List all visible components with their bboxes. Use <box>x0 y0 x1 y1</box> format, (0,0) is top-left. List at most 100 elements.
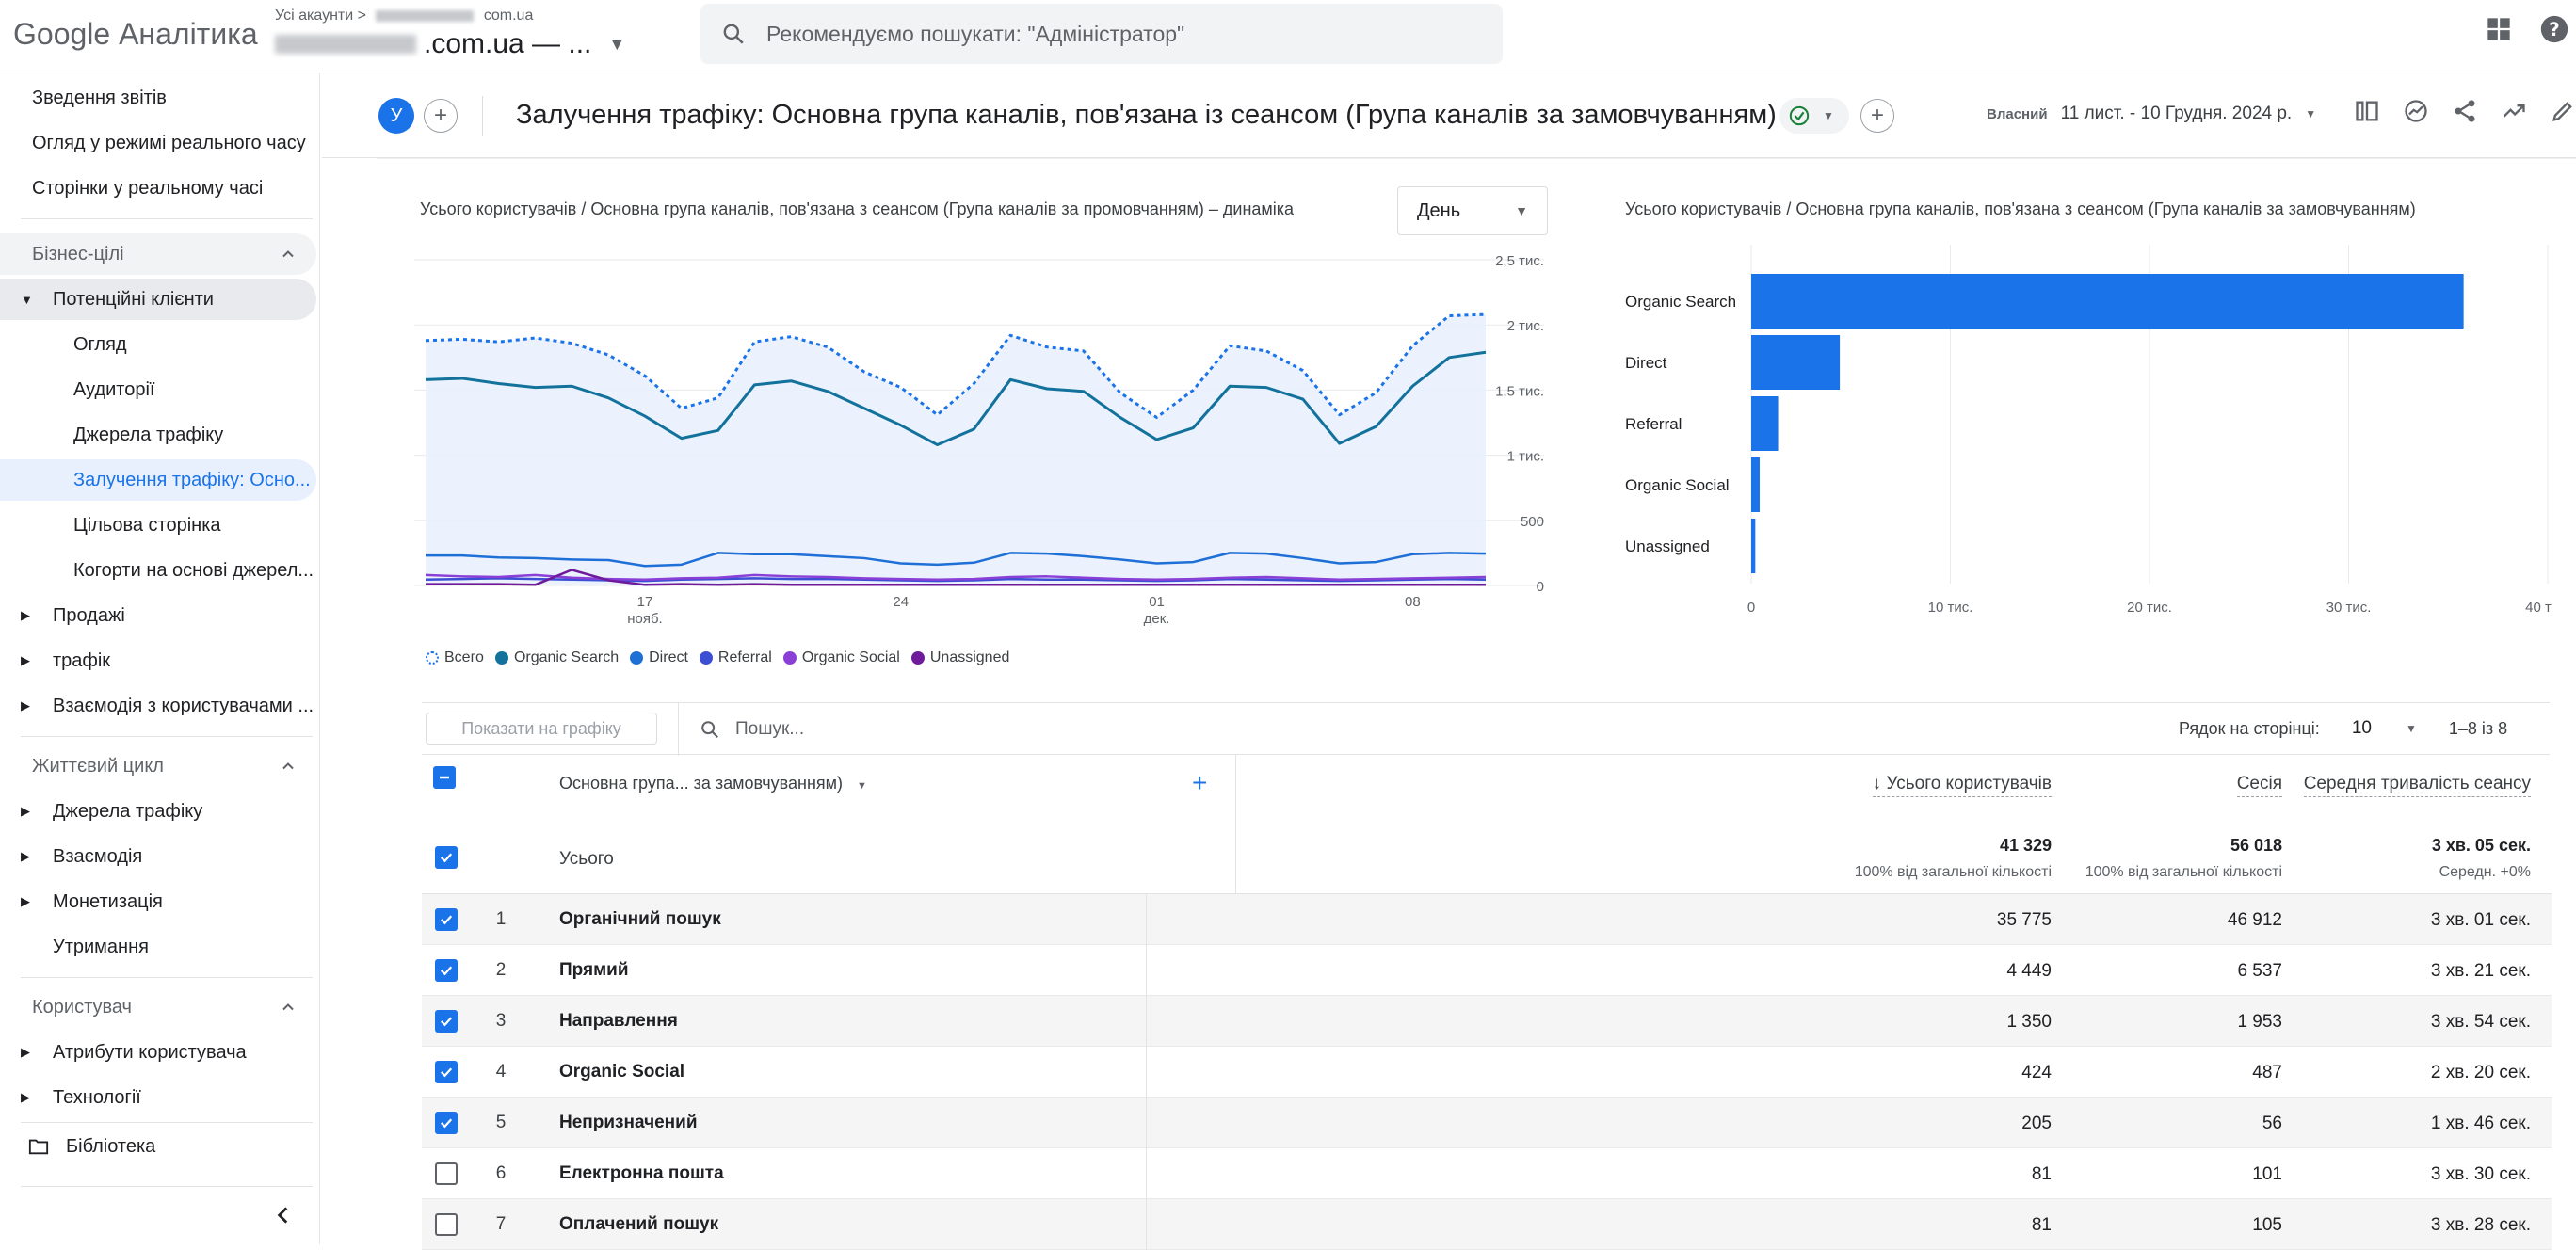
sidebar-item-leads[interactable]: ▼ Потенційні клієнти <box>0 279 316 320</box>
bar-chart-title: Усього користувачів / Основна група кана… <box>1625 200 2416 218</box>
status-chip[interactable]: ▼ <box>1779 98 1849 134</box>
show-on-chart-button[interactable]: Показати на графіку <box>426 713 657 745</box>
table-row[interactable]: 5 Непризначений 205 56 1 хв. 46 сек. <box>422 1098 2552 1148</box>
sidebar-item-library[interactable]: Бібліотека <box>0 1126 316 1167</box>
legend-item-direct[interactable]: Direct <box>630 649 688 666</box>
sidebar-item-cohorts[interactable]: Когорти на основі джерел... <box>73 559 314 581</box>
sidebar-item-landing-page[interactable]: Цільова сторінка <box>73 514 221 536</box>
chevron-up-icon[interactable] <box>279 998 298 1017</box>
legend-item-referral[interactable]: Referral <box>699 649 772 666</box>
sidebar-item-acquisition[interactable]: ▶ Джерела трафіку <box>0 791 316 832</box>
column-header-sessions[interactable]: Сесія <box>2236 774 2282 797</box>
sidebar-item-realtime-pages[interactable]: Сторінки у реальному часі <box>32 177 264 199</box>
section-business-goals[interactable]: Бізнес-цілі <box>0 233 316 275</box>
legend-item-organic-search[interactable]: Organic Search <box>494 649 620 666</box>
edit-pencil-icon[interactable] <box>2550 98 2576 124</box>
row-index: 2 <box>495 960 507 980</box>
chevron-up-icon[interactable] <box>279 757 298 776</box>
caret-right-icon[interactable]: ▶ <box>21 653 30 667</box>
legend-item-organic-social[interactable]: Organic Social <box>782 649 900 666</box>
account-picker[interactable]: Усі акаунти > com.ua .com.ua — ... ▼ <box>275 8 670 66</box>
sidebar-item-tech[interactable]: ▶ Технології <box>0 1077 316 1118</box>
sidebar-item-monetization[interactable]: ▶ Монетизація <box>0 881 316 922</box>
row-checkbox[interactable] <box>435 1213 458 1236</box>
add-dimension-button[interactable]: + <box>1192 768 1208 797</box>
caret-right-icon[interactable]: ▶ <box>21 804 30 818</box>
legend-item-total[interactable]: Всего <box>426 649 484 666</box>
table-row[interactable]: 4 Organic Social 424 487 2 хв. 20 сек. <box>422 1047 2552 1098</box>
column-header-avg-duration[interactable]: Середня тривалість сеансу <box>2303 774 2531 797</box>
bar <box>1751 396 1779 451</box>
breadcrumb-root[interactable]: Усі акаунти <box>275 8 354 24</box>
svg-text:?: ? <box>2549 19 2560 40</box>
row-checkbox[interactable] <box>435 1061 458 1083</box>
sidebar-item-retention[interactable]: Утримання <box>53 936 149 957</box>
divider <box>21 1186 313 1187</box>
total-area <box>426 314 1486 585</box>
section-user[interactable]: Користувач <box>0 986 316 1028</box>
chevron-up-icon[interactable] <box>279 245 298 264</box>
row-checkbox[interactable] <box>435 1162 458 1185</box>
sidebar-item-audiences[interactable]: Аудиторії <box>73 378 155 400</box>
table-row[interactable]: 2 Прямий 4 449 6 537 3 хв. 21 сек. <box>422 945 2552 996</box>
caret-down-icon[interactable]: ▼ <box>21 292 33 307</box>
sidebar-item-engagement[interactable]: ▶ Взаємодія <box>0 836 316 877</box>
totals-checkbox[interactable] <box>435 846 458 869</box>
table-search-input[interactable] <box>735 719 1300 740</box>
add-button[interactable]: + <box>1860 99 1894 133</box>
help-icon[interactable]: ? <box>2538 13 2570 45</box>
caret-right-icon[interactable]: ▶ <box>21 849 30 863</box>
sidebar-item-traffic-acquisition[interactable]: Залучення трафіку: Осно... <box>0 459 316 501</box>
sidebar-item-user-attributes[interactable]: ▶ Атрибути користувача <box>0 1032 316 1073</box>
property-selector[interactable]: .com.ua — ... ▼ <box>275 28 670 60</box>
trending-icon[interactable] <box>2501 98 2527 124</box>
sidebar-item-overview[interactable]: Огляд <box>73 333 127 355</box>
sidebar-item-user-engagement[interactable]: ▶ Взаємодія з користувачами ... <box>0 685 316 727</box>
comparison-avatar[interactable]: У <box>378 98 414 134</box>
caret-right-icon[interactable]: ▶ <box>21 608 30 622</box>
column-header-total-users[interactable]: ↓ Усього користувачів <box>1872 774 2052 797</box>
table-row[interactable]: 3 Направлення 1 350 1 953 3 хв. 54 сек. <box>422 996 2552 1047</box>
caret-right-icon[interactable]: ▶ <box>21 1045 30 1059</box>
granularity-dropdown[interactable]: День ▼ <box>1397 186 1548 235</box>
table-row[interactable]: 1 Органічний пошук 35 775 46 912 3 хв. 0… <box>422 894 2552 945</box>
bar-chart[interactable]: 0 10 тис. 20 тис. 30 тис. 40 тис. Organic Sea… <box>1601 235 2552 631</box>
row-checkbox[interactable] <box>435 908 458 931</box>
collapse-sidebar-icon[interactable] <box>271 1203 296 1227</box>
legend-label: Organic Search <box>513 649 620 665</box>
row-checkbox[interactable] <box>435 1010 458 1033</box>
row-checkbox[interactable] <box>435 1112 458 1134</box>
global-search-input[interactable] <box>766 21 1482 47</box>
add-comparison-button[interactable]: + <box>424 99 458 133</box>
dimension-header[interactable]: Основна група... за замовчуванням) ▼ <box>559 774 867 793</box>
caret-down-icon: ▼ <box>857 780 867 792</box>
select-all-checkbox[interactable] <box>433 766 456 789</box>
sidebar-item-sales[interactable]: ▶ Продажі <box>0 595 316 636</box>
sidebar-item-reports-snapshot[interactable]: Зведення звітів <box>32 87 167 108</box>
apps-grid-icon[interactable] <box>2486 16 2512 42</box>
caret-right-icon[interactable]: ▶ <box>21 894 30 908</box>
table-row[interactable]: 6 Електронна пошта 81 101 3 хв. 30 сек. <box>422 1148 2552 1199</box>
app-logo[interactable]: Google Аналітика <box>13 17 258 51</box>
global-search[interactable] <box>700 4 1503 64</box>
row-sessions: 6 537 <box>2237 961 2282 981</box>
legend-item-unassigned[interactable]: Unassigned <box>910 649 1009 666</box>
sidebar-item-traffic-sources[interactable]: Джерела трафіку <box>73 424 224 445</box>
sidebar-item-traffic[interactable]: ▶ трафік <box>0 640 316 681</box>
caret-down-icon[interactable]: ▼ <box>608 34 626 54</box>
table-row[interactable]: 7 Оплачений пошук 81 105 3 хв. 28 сек. <box>422 1199 2552 1250</box>
row-sessions: 487 <box>2252 1063 2282 1082</box>
caret-right-icon[interactable]: ▶ <box>21 1090 30 1104</box>
insights-icon[interactable] <box>2403 98 2429 124</box>
table-search[interactable] <box>678 703 1525 756</box>
customize-report-icon[interactable] <box>2354 98 2380 124</box>
caret-right-icon[interactable]: ▶ <box>21 698 30 713</box>
sidebar-item-realtime-overview[interactable]: Огляд у режимі реального часу <box>32 132 306 153</box>
divider <box>482 96 483 136</box>
rows-per-page-select[interactable]: 10 ▼ <box>2352 718 2417 739</box>
date-range-picker[interactable]: Власний 11 лист. - 10 Грудня. 2024 р. ▼ <box>1987 104 2316 124</box>
row-checkbox[interactable] <box>435 959 458 982</box>
section-lifecycle[interactable]: Життєвий цикл <box>0 745 316 787</box>
share-icon[interactable] <box>2452 98 2478 124</box>
